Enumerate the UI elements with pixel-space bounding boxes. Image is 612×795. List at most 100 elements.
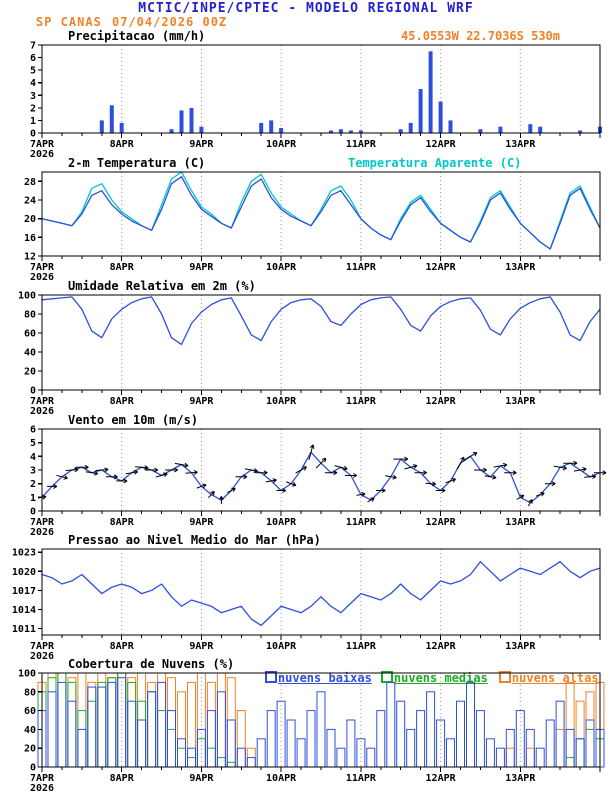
svg-text:8APR: 8APR [110,396,135,407]
svg-text:13APR: 13APR [505,262,536,273]
location-label: 45.0553W 22.7036S 530m [401,29,560,43]
wind-title-row: Vento em 10m (m/s) [0,413,612,428]
svg-text:11APR: 11APR [346,641,377,652]
svg-text:1011: 1011 [12,624,36,635]
svg-text:100: 100 [18,669,36,680]
svg-text:11APR: 11APR [346,517,377,528]
svg-text:11APR: 11APR [346,262,377,273]
svg-text:2026: 2026 [30,272,54,283]
svg-text:10APR: 10APR [266,517,297,528]
svg-text:13APR: 13APR [505,773,536,784]
clouds-title-row: Cobertura de Nuvens (%) nuvens baixas nu… [0,657,612,685]
svg-text:13APR: 13APR [505,396,536,407]
temperature-panel-title: 2-m Temperatura (C) [68,156,206,170]
svg-text:4: 4 [30,452,36,463]
svg-text:7APR: 7APR [30,139,55,150]
svg-text:5: 5 [30,438,36,449]
humidity-panel-title: Umidade Relativa em 2m (%) [68,279,256,293]
svg-text:13APR: 13APR [505,641,536,652]
svg-text:7APR: 7APR [30,396,55,407]
svg-text:10APR: 10APR [266,396,297,407]
svg-text:10APR: 10APR [266,773,297,784]
svg-text:2026: 2026 [30,527,54,538]
svg-text:1017: 1017 [12,586,36,597]
svg-text:7APR: 7APR [30,641,55,652]
svg-text:12APR: 12APR [426,641,457,652]
svg-text:2026: 2026 [30,651,54,662]
svg-text:10APR: 10APR [266,139,297,150]
pressure-panel-title: Pressao ao Nivel Medio do Mar (hPa) [68,533,321,547]
page-title: MCTIC/INPE/CPTEC - MODELO REGIONAL WRF [138,1,474,16]
svg-text:7APR: 7APR [30,517,55,528]
svg-text:13APR: 13APR [505,517,536,528]
svg-text:28: 28 [24,177,36,188]
svg-text:80: 80 [24,310,36,321]
svg-text:12APR: 12APR [426,396,457,407]
svg-text:9APR: 9APR [189,517,214,528]
svg-text:2: 2 [30,479,36,490]
svg-text:11APR: 11APR [346,773,377,784]
svg-text:12APR: 12APR [426,139,457,150]
svg-text:24: 24 [24,196,36,207]
svg-text:6: 6 [30,425,36,436]
svg-text:9APR: 9APR [189,139,214,150]
svg-text:7APR: 7APR [30,262,55,273]
svg-text:20: 20 [24,214,36,225]
svg-text:1020: 1020 [12,567,36,578]
svg-text:2026: 2026 [30,149,54,160]
svg-text:100: 100 [18,291,36,302]
svg-text:10APR: 10APR [266,262,297,273]
svg-text:40: 40 [24,725,36,736]
precipitation-panel-title: Precipitacao (mm/h) [68,29,206,43]
svg-text:8APR: 8APR [110,773,135,784]
legend-mid-clouds: nuvens medias [352,657,488,699]
legend-low-clouds: nuvens baixas [236,657,372,699]
svg-text:0: 0 [30,763,36,774]
svg-text:12APR: 12APR [426,262,457,273]
svg-text:8APR: 8APR [110,517,135,528]
svg-text:60: 60 [24,706,36,717]
svg-text:2026: 2026 [30,406,54,417]
svg-text:80: 80 [24,687,36,698]
svg-text:0: 0 [30,386,36,397]
run-datetime-label: 07/04/2026 00Z [112,15,228,29]
svg-text:7: 7 [30,41,36,52]
svg-text:12APR: 12APR [426,517,457,528]
svg-text:16: 16 [24,233,36,244]
svg-text:2026: 2026 [30,783,54,794]
svg-text:9APR: 9APR [189,262,214,273]
svg-text:13APR: 13APR [505,139,536,150]
svg-text:8APR: 8APR [110,262,135,273]
svg-text:0: 0 [30,507,36,518]
svg-text:0: 0 [30,129,36,140]
svg-text:40: 40 [24,348,36,359]
svg-text:8APR: 8APR [110,641,135,652]
apparent-temperature-legend: Temperatura Aparente (C) [348,156,522,170]
svg-text:4: 4 [30,78,36,89]
high-clouds-swatch-icon [498,671,511,683]
svg-text:7APR: 7APR [30,773,55,784]
legend-high-clouds: nuvens altas [470,657,599,699]
humidity-title-row: Umidade Relativa em 2m (%) [0,279,612,294]
svg-text:11APR: 11APR [346,139,377,150]
clouds-panel-title: Cobertura de Nuvens (%) [68,657,235,671]
svg-text:20: 20 [24,744,36,755]
svg-text:3: 3 [30,466,36,477]
mid-clouds-legend-label: nuvens medias [393,671,488,685]
svg-text:2: 2 [30,103,36,114]
high-clouds-legend-label: nuvens altas [511,671,599,685]
svg-text:9APR: 9APR [189,773,214,784]
svg-text:12APR: 12APR [426,773,457,784]
svg-text:1023: 1023 [12,548,36,559]
svg-text:20: 20 [24,367,36,378]
svg-text:9APR: 9APR [189,641,214,652]
svg-text:1014: 1014 [12,605,36,616]
svg-text:3: 3 [30,91,36,102]
svg-text:10APR: 10APR [266,641,297,652]
